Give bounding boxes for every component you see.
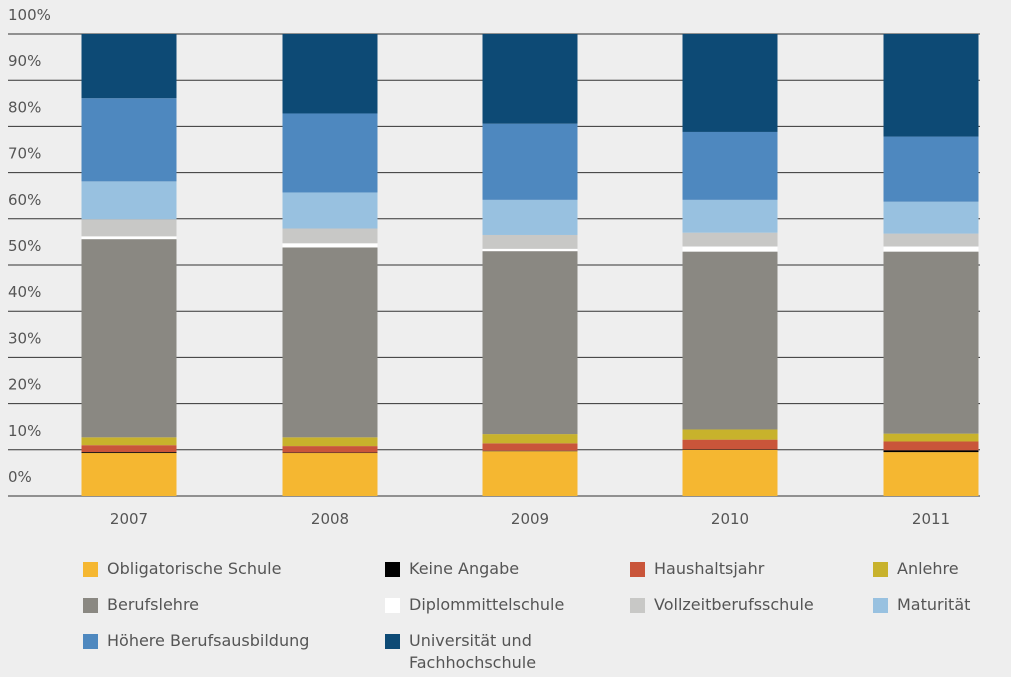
- bar-segment: [81, 98, 177, 182]
- bar-segment: [81, 445, 177, 453]
- legend-item: Maturität: [873, 594, 1003, 616]
- legend-label: Keine Angabe: [409, 559, 520, 578]
- y-tick-label: 50%: [8, 237, 41, 255]
- bar-segment: [482, 443, 578, 451]
- y-tick-label: 10%: [8, 422, 41, 440]
- bar-segment: [883, 452, 979, 496]
- y-tick-label: 90%: [8, 52, 41, 70]
- legend-swatch: [873, 562, 888, 577]
- legend-item: Obligatorische Schule: [83, 558, 313, 580]
- bar-segment: [482, 34, 578, 124]
- legend-item: Universität und Fachhochschule: [385, 630, 559, 674]
- legend-label: Obligatorische Schule: [107, 559, 282, 578]
- bar-segment: [682, 251, 778, 430]
- bar-segment: [81, 236, 177, 240]
- bar-segment: [883, 201, 979, 234]
- bar-segment: [81, 452, 177, 454]
- legend-swatch: [83, 562, 98, 577]
- y-tick-label: 30%: [8, 329, 41, 347]
- legend-label: Vollzeitberufsschule: [654, 595, 814, 614]
- bar-segment: [682, 199, 778, 233]
- bar-segment: [81, 34, 177, 99]
- x-tick-label: 2010: [711, 510, 749, 528]
- legend-swatch: [873, 598, 888, 613]
- bar-segment: [482, 123, 578, 200]
- bar-segment: [682, 34, 778, 132]
- bar-segment: [282, 113, 378, 193]
- bar-segment: [282, 228, 378, 244]
- chart: 0% 10% 20% 30% 40% 50% 60% 70% 80% 90% 100% 2007 200…: [8, 6, 980, 528]
- y-tick-label: 80%: [8, 98, 41, 116]
- y-tick-label: 40%: [8, 283, 41, 301]
- legend-label: Höhere Berufsausbildung: [107, 631, 310, 650]
- bar-segment: [883, 246, 979, 252]
- bar-segment: [482, 451, 578, 496]
- bar-segment: [883, 450, 979, 453]
- bar-segment: [81, 239, 177, 438]
- legend-swatch: [385, 598, 400, 613]
- bar-segment: [282, 446, 378, 453]
- legend-item: Diplommittelschule: [385, 594, 564, 616]
- bar-segment: [282, 34, 378, 114]
- x-tick-label: 2008: [311, 510, 349, 528]
- x-tick-label: 2011: [912, 510, 950, 528]
- bar-segment: [282, 437, 378, 447]
- legend-item: Haushaltsjahr: [630, 558, 850, 580]
- y-tick-label: 100%: [8, 6, 51, 24]
- bar-segment: [81, 453, 177, 496]
- bar-segment: [682, 246, 778, 252]
- bar-segment: [883, 433, 979, 442]
- legend-label: Maturität: [897, 595, 971, 614]
- legend-item: Vollzeitberufsschule: [630, 594, 850, 616]
- legend-swatch: [630, 562, 645, 577]
- legend-label: Universität und Fachhochschule: [409, 631, 537, 672]
- legend-label: Diplommittelschule: [409, 595, 565, 614]
- bar-segment: [482, 251, 578, 435]
- legend-label: Haushaltsjahr: [654, 559, 765, 578]
- legend-item: Höhere Berufsausbildung: [83, 630, 313, 652]
- bar-segment: [482, 248, 578, 252]
- legend-swatch: [385, 634, 400, 649]
- bar-segment: [682, 232, 778, 247]
- legend-label: Berufslehre: [107, 595, 200, 614]
- bar-segment: [482, 199, 578, 235]
- legend-swatch: [385, 562, 400, 577]
- bar-segment: [482, 234, 578, 249]
- legend-swatch: [83, 634, 98, 649]
- bar-segment: [81, 181, 177, 220]
- bar-segment: [883, 136, 979, 202]
- bar-segment: [81, 219, 177, 237]
- bar-segment: [282, 453, 378, 496]
- bar-segment: [682, 439, 778, 450]
- bar-segment: [883, 251, 979, 434]
- bar-segment: [81, 437, 177, 446]
- bar-segment: [282, 243, 378, 248]
- bar-segment: [282, 247, 378, 438]
- legend-swatch: [83, 598, 98, 613]
- legend-item: Anlehre: [873, 558, 1003, 580]
- y-tick-label: 60%: [8, 191, 41, 209]
- legend-swatch: [630, 598, 645, 613]
- bar-segment: [682, 429, 778, 440]
- bar-segment: [682, 449, 778, 496]
- bar-segment: [482, 434, 578, 444]
- bar-segment: [883, 441, 979, 451]
- x-tick-label: 2007: [110, 510, 148, 528]
- bar-segment: [682, 131, 778, 200]
- legend-label: Anlehre: [897, 559, 959, 578]
- bar-segment: [883, 233, 979, 247]
- bar-segment: [282, 192, 378, 229]
- y-tick-label: 0%: [8, 468, 32, 486]
- x-tick-label: 2009: [511, 510, 549, 528]
- y-tick-label: 70%: [8, 145, 41, 163]
- legend-item: Keine Angabe: [385, 558, 559, 580]
- legend-item: Berufslehre: [83, 594, 313, 616]
- bar-segment: [883, 34, 979, 137]
- y-tick-label: 20%: [8, 376, 41, 394]
